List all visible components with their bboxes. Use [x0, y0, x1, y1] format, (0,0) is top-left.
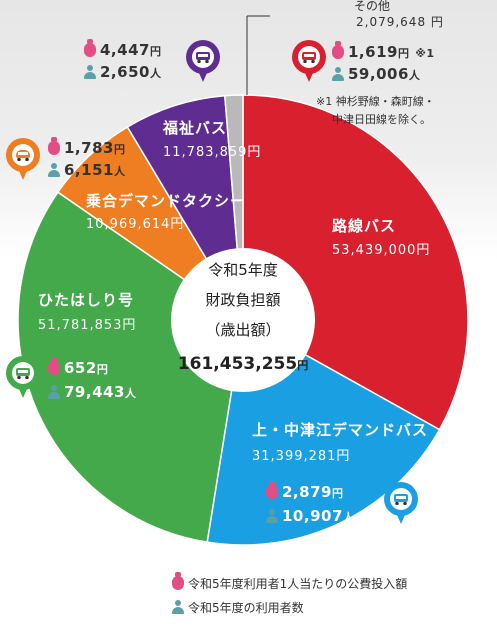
label-hitahashiri-amount: 51,781,853円 — [38, 318, 137, 333]
stat-rosen-cost: 1,619円 ※1 — [332, 41, 435, 61]
stat-kami-cost-unit: 円 — [331, 487, 344, 500]
center-total: 161,453,255円 — [143, 355, 343, 374]
stat-noriai-users-value: 6,151 — [64, 161, 114, 179]
bus-icon — [16, 368, 30, 379]
bus-icon — [196, 52, 210, 63]
center-total-unit: 円 — [297, 359, 309, 372]
label-noriai-name: 乗合デマンドタクシー — [86, 192, 247, 210]
stat-noriai-cost-unit: 円 — [113, 143, 126, 156]
pie-slice-hitahashiri — [17, 191, 244, 543]
person-icon — [48, 385, 60, 399]
bus-icon — [394, 494, 408, 505]
stat-fukushi-users-unit: 人 — [149, 67, 162, 80]
bus-pin-rosen — [292, 40, 326, 84]
stat-noriai-users: 6,151人 — [48, 162, 125, 179]
legend-cost-label: 令和5年度利用者1人当たりの公費投入額 — [188, 577, 408, 591]
stat-rosen-cost-value: 1,619 — [348, 43, 398, 61]
taxi-icon — [16, 150, 30, 161]
money-bag-icon — [48, 137, 60, 155]
stat-noriai-users-unit: 人 — [113, 165, 126, 178]
label-kami-amount: 31,399,281円 — [252, 449, 351, 464]
stat-fukushi-users-value: 2,650 — [100, 63, 150, 81]
stat-hitahashiri-cost-unit: 円 — [96, 363, 109, 376]
stat-noriai-cost: 1,783円 — [48, 137, 126, 157]
label-other-amount: 2,079,648 円 — [356, 15, 444, 29]
person-icon — [84, 65, 96, 79]
stat-kami-users: 10,907人 — [266, 508, 354, 525]
stat-kami-users-unit: 人 — [342, 511, 355, 524]
stat-hitahashiri-users-value: 79,443 — [64, 383, 125, 401]
legend-cost: 令和5年度利用者1人当たりの公費投入額 — [172, 572, 408, 592]
center-line2: 財政負担額 — [205, 291, 281, 309]
label-fukushi-amount: 11,783,859円 — [163, 145, 262, 160]
stat-rosen-mark: ※1 — [415, 47, 435, 60]
stat-kami-users-value: 10,907 — [282, 507, 343, 525]
label-kami-name: 上・中津江デマンドバス — [252, 421, 429, 439]
label-rosen-name: 路線バス — [332, 217, 397, 235]
stat-noriai-cost-value: 1,783 — [64, 139, 114, 157]
money-bag-icon — [172, 572, 184, 590]
bus-pin-hitahashiri — [6, 356, 40, 400]
stat-rosen-users-unit: 人 — [408, 69, 421, 82]
person-icon — [266, 509, 278, 523]
stat-fukushi-users: 2,650人 — [84, 64, 161, 81]
taxi-pin-noriai — [6, 138, 40, 182]
center-line1: 令和5年度 — [208, 261, 278, 279]
center-line3: （歳出額） — [205, 321, 281, 339]
money-bag-icon — [266, 481, 278, 499]
stat-rosen-users: 59,006人 — [332, 66, 420, 83]
stat-hitahashiri-users-unit: 人 — [124, 387, 137, 400]
label-rosen-amount: 53,439,000円 — [332, 243, 431, 258]
label-hitahashiri-name: ひたはしり号 — [38, 291, 135, 309]
bus-pin-fukushi — [186, 40, 220, 84]
bus-icon — [302, 52, 316, 63]
note-line1: ※1 神杉野線・森町線・ — [316, 95, 435, 108]
bus-pin-kami — [384, 482, 418, 526]
person-icon — [172, 600, 184, 614]
label-noriai-amount: 10,969,614円 — [86, 217, 185, 232]
legend-users-label: 令和5年度の利用者数 — [188, 601, 304, 615]
note-line2: 中津日田線を除く。 — [332, 113, 431, 126]
stat-rosen-users-value: 59,006 — [348, 65, 409, 83]
stat-kami-cost-value: 2,879 — [282, 483, 332, 501]
person-icon — [48, 163, 60, 177]
stat-hitahashiri-users: 79,443人 — [48, 384, 136, 401]
stat-fukushi-cost-value: 4,447 — [100, 41, 150, 59]
label-fukushi-name: 福祉バス — [163, 119, 228, 137]
pie-center-hole — [171, 248, 315, 392]
stat-rosen-cost-unit: 円 — [397, 47, 410, 60]
stat-hitahashiri-cost: 652円 — [48, 357, 109, 377]
center-total-value: 161,453,255 — [177, 354, 298, 374]
stat-fukushi-cost-unit: 円 — [149, 45, 162, 58]
label-other-name: その他 — [354, 0, 391, 13]
legend-users: 令和5年度の利用者数 — [172, 599, 304, 616]
stat-fukushi-cost: 4,447円 — [84, 39, 162, 59]
money-bag-icon — [332, 41, 344, 59]
person-icon — [332, 67, 344, 81]
stat-hitahashiri-cost-value: 652 — [64, 359, 97, 377]
stat-kami-cost: 2,879円 — [266, 481, 344, 501]
money-bag-icon — [48, 357, 60, 375]
money-bag-icon — [84, 39, 96, 57]
